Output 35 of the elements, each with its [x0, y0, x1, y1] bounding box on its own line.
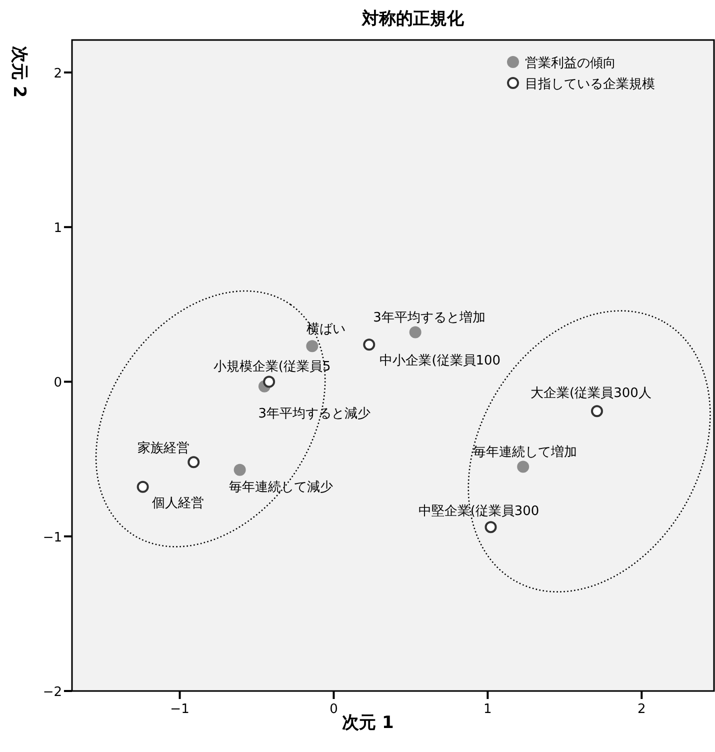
point — [363, 338, 376, 351]
point — [590, 405, 603, 418]
point — [263, 376, 276, 388]
point — [409, 326, 422, 338]
y-tick-label: −2 — [42, 685, 62, 700]
y-tick-label: 2 — [54, 66, 62, 82]
point — [306, 340, 318, 352]
x-tick-label: −1 — [170, 702, 190, 717]
y-tick-label: 0 — [54, 376, 62, 391]
y-tick-label: 1 — [54, 221, 62, 236]
x-axis-title: 次元 1 — [342, 713, 394, 733]
annotation: 小規模企業(従業員5 — [213, 360, 331, 375]
annotation: 横ばい — [306, 322, 346, 338]
annotation: 毎年連続して減少 — [228, 480, 333, 495]
annotation: 3年平均すると増加 — [373, 309, 486, 326]
chart-title: 対称的正規化 — [361, 9, 465, 29]
x-tick-label: 1 — [484, 702, 492, 717]
point — [188, 456, 200, 468]
point — [136, 480, 149, 493]
x-tick-label: 2 — [638, 702, 646, 717]
annotation: 3年平均すると減少 — [258, 406, 371, 422]
point — [484, 521, 497, 534]
y-tick-label: −1 — [42, 530, 62, 546]
legend-label: 目指している企業規模 — [525, 77, 655, 92]
x-tick-label: 0 — [330, 702, 338, 717]
annotation: 中堅企業(従業員300 — [418, 504, 540, 520]
annotation: 個人経営 — [152, 496, 204, 511]
annotation: 家族経営 — [138, 440, 190, 456]
annotation: 大企業(従業員300人 — [530, 386, 652, 402]
y-axis-title: 次元 2 — [9, 46, 29, 98]
point — [517, 460, 530, 473]
point — [234, 464, 246, 476]
legend-label: 営業利益の傾向 — [525, 56, 616, 71]
annotation: 中小企業(従業員100 — [380, 354, 501, 369]
annotation: 毎年連続して増加 — [473, 444, 578, 460]
